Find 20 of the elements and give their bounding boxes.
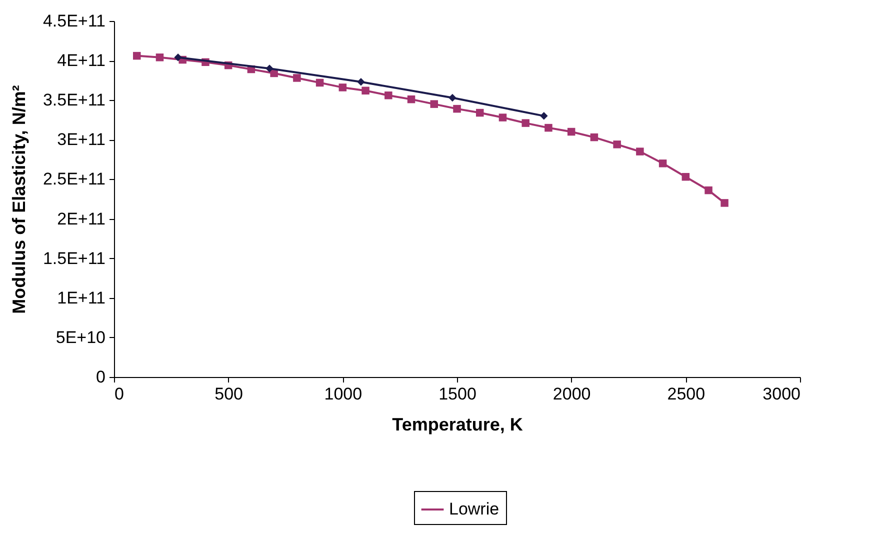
- y-tick-label: 4E+11: [57, 51, 106, 70]
- y-tick-label: 5E+10: [56, 328, 106, 347]
- x-tick-label: 2500: [667, 384, 706, 404]
- x-tick-label: 3000: [762, 384, 800, 404]
- y-tick-label: 4.5E+11: [42, 12, 106, 30]
- x-tick-label: 1500: [438, 384, 476, 404]
- y-tick-label: 0: [96, 368, 106, 386]
- x-tick-label: 0: [114, 384, 124, 404]
- y-tick-label: 1.5E+11: [42, 248, 106, 268]
- x-tick-label: 500: [214, 384, 244, 404]
- x-axis-title: Temperature, K: [392, 414, 523, 434]
- x-tick-label: 2000: [552, 384, 591, 404]
- y-tick-label: 1E+11: [57, 288, 106, 308]
- y-tick-label: 3.5E+11: [42, 90, 106, 110]
- y-tick-label: 2.5E+11: [42, 170, 106, 189]
- y-axis-title: Modulus of Elasticity, N/m²: [8, 85, 29, 314]
- y-tick-label: 2E+11: [57, 209, 106, 228]
- x-tick-label: 1000: [324, 384, 362, 404]
- legend-label: Lowrie: [449, 500, 500, 518]
- y-tick-label: 3E+11: [57, 130, 106, 150]
